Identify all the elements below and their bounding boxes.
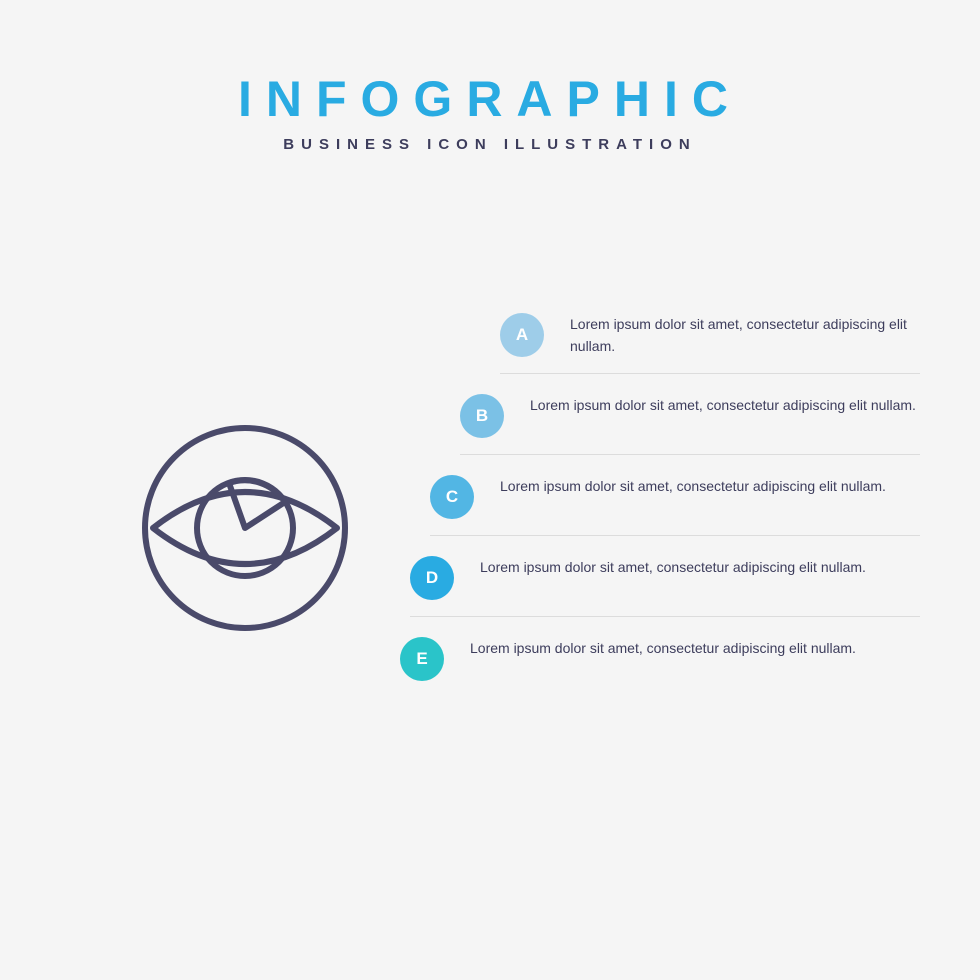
step-badge-e: E [400,637,444,681]
step-text-c: Lorem ipsum dolor sit amet, consectetur … [500,473,886,498]
step-item-d: D Lorem ipsum dolor sit amet, consectetu… [410,536,920,617]
step-text-a: Lorem ipsum dolor sit amet, consectetur … [570,311,920,357]
page-title: INFOGRAPHIC [0,70,980,128]
steps-list: A Lorem ipsum dolor sit amet, consectetu… [400,293,920,697]
step-item-b: B Lorem ipsum dolor sit amet, consectetu… [460,374,920,455]
step-text-e: Lorem ipsum dolor sit amet, consectetur … [470,635,856,660]
step-text-d: Lorem ipsum dolor sit amet, consectetur … [480,554,866,579]
step-badge-d: D [410,556,454,600]
step-text-b: Lorem ipsum dolor sit amet, consectetur … [530,392,916,417]
page-subtitle: BUSINESS ICON ILLUSTRATION [0,136,980,153]
step-item-c: C Lorem ipsum dolor sit amet, consectetu… [430,455,920,536]
header: INFOGRAPHIC BUSINESS ICON ILLUSTRATION [0,0,980,153]
main-content: A Lorem ipsum dolor sit amet, consectetu… [0,293,980,893]
step-badge-c: C [430,475,474,519]
step-badge-a: A [500,313,544,357]
step-badge-b: B [460,394,504,438]
step-item-a: A Lorem ipsum dolor sit amet, consectetu… [500,293,920,374]
eye-pie-icon [135,418,355,643]
step-item-e: E Lorem ipsum dolor sit amet, consectetu… [400,617,920,697]
